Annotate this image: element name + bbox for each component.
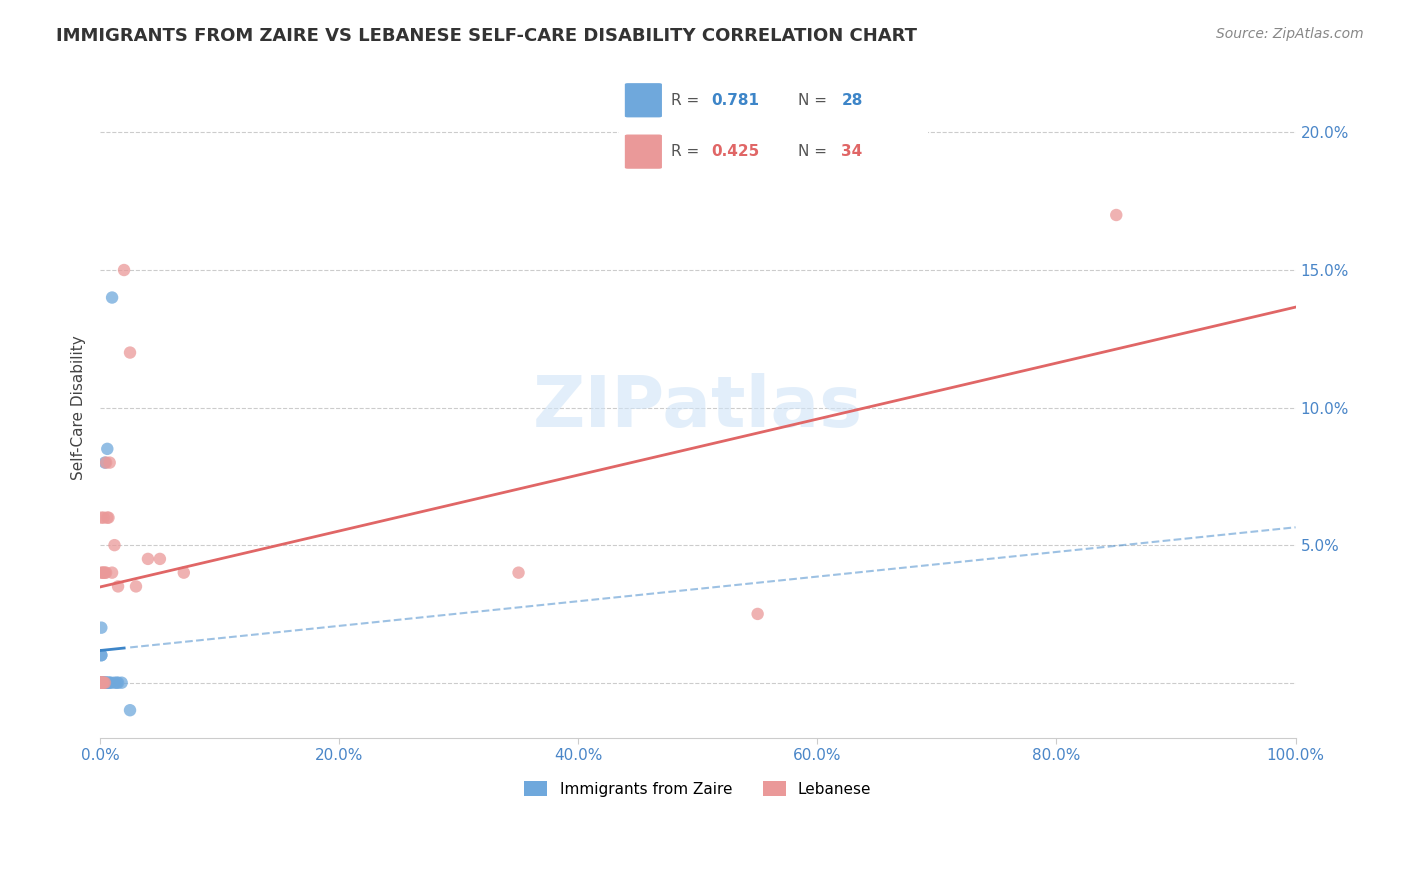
Point bbox=[101, 291, 124, 305]
Point bbox=[94, 456, 117, 470]
Point bbox=[89, 675, 111, 690]
Point bbox=[1105, 208, 1128, 222]
Point bbox=[91, 675, 114, 690]
Point bbox=[94, 566, 117, 580]
Point bbox=[91, 675, 114, 690]
Point bbox=[90, 510, 112, 524]
Point bbox=[136, 552, 159, 566]
Text: 34: 34 bbox=[841, 145, 863, 159]
Point bbox=[93, 510, 115, 524]
Point bbox=[89, 675, 111, 690]
Point bbox=[97, 675, 120, 690]
Point bbox=[90, 621, 112, 635]
Point bbox=[149, 552, 172, 566]
Text: 0.781: 0.781 bbox=[711, 93, 759, 108]
Point bbox=[89, 675, 111, 690]
Point bbox=[91, 675, 114, 690]
Point bbox=[94, 566, 117, 580]
Point bbox=[96, 675, 118, 690]
Point bbox=[90, 675, 112, 690]
Text: ZIPatlas: ZIPatlas bbox=[533, 373, 863, 442]
Point bbox=[89, 675, 111, 690]
Point bbox=[93, 675, 115, 690]
Point bbox=[100, 675, 122, 690]
Point bbox=[107, 675, 129, 690]
Point bbox=[111, 675, 134, 690]
Point bbox=[105, 675, 128, 690]
Point bbox=[93, 675, 115, 690]
Point bbox=[96, 510, 118, 524]
Point bbox=[93, 675, 115, 690]
Text: R =: R = bbox=[671, 145, 704, 159]
Point bbox=[94, 675, 117, 690]
Point bbox=[747, 607, 769, 621]
Point bbox=[112, 263, 135, 277]
Point bbox=[103, 538, 125, 552]
Point bbox=[125, 579, 148, 593]
Text: 28: 28 bbox=[841, 93, 863, 108]
Point bbox=[173, 566, 195, 580]
Text: N =: N = bbox=[799, 93, 832, 108]
Point bbox=[508, 566, 530, 580]
FancyBboxPatch shape bbox=[624, 135, 662, 169]
Point bbox=[98, 456, 121, 470]
Text: N =: N = bbox=[799, 145, 832, 159]
Point bbox=[101, 566, 124, 580]
Point bbox=[118, 345, 141, 359]
Point bbox=[94, 675, 117, 690]
Point bbox=[89, 675, 111, 690]
Point bbox=[93, 566, 115, 580]
Point bbox=[97, 510, 120, 524]
Point bbox=[103, 675, 125, 690]
Text: Source: ZipAtlas.com: Source: ZipAtlas.com bbox=[1216, 27, 1364, 41]
Y-axis label: Self-Care Disability: Self-Care Disability bbox=[72, 335, 86, 480]
Point bbox=[89, 675, 111, 690]
Point bbox=[96, 442, 118, 456]
Point bbox=[98, 675, 121, 690]
Point bbox=[90, 648, 112, 663]
Point bbox=[90, 675, 112, 690]
Point bbox=[89, 675, 111, 690]
FancyBboxPatch shape bbox=[613, 70, 934, 180]
Point bbox=[91, 675, 114, 690]
Legend: Immigrants from Zaire, Lebanese: Immigrants from Zaire, Lebanese bbox=[519, 774, 877, 803]
Point bbox=[118, 703, 141, 717]
Text: 0.425: 0.425 bbox=[711, 145, 759, 159]
Text: R =: R = bbox=[671, 93, 704, 108]
Point bbox=[90, 648, 112, 663]
Point bbox=[91, 566, 114, 580]
Point bbox=[90, 566, 112, 580]
Text: IMMIGRANTS FROM ZAIRE VS LEBANESE SELF-CARE DISABILITY CORRELATION CHART: IMMIGRANTS FROM ZAIRE VS LEBANESE SELF-C… bbox=[56, 27, 917, 45]
Point bbox=[90, 675, 112, 690]
Point bbox=[90, 675, 112, 690]
Point bbox=[94, 456, 117, 470]
Point bbox=[90, 675, 112, 690]
FancyBboxPatch shape bbox=[624, 83, 662, 118]
Point bbox=[94, 675, 117, 690]
Point bbox=[107, 579, 129, 593]
Point bbox=[91, 675, 114, 690]
Point bbox=[94, 675, 117, 690]
